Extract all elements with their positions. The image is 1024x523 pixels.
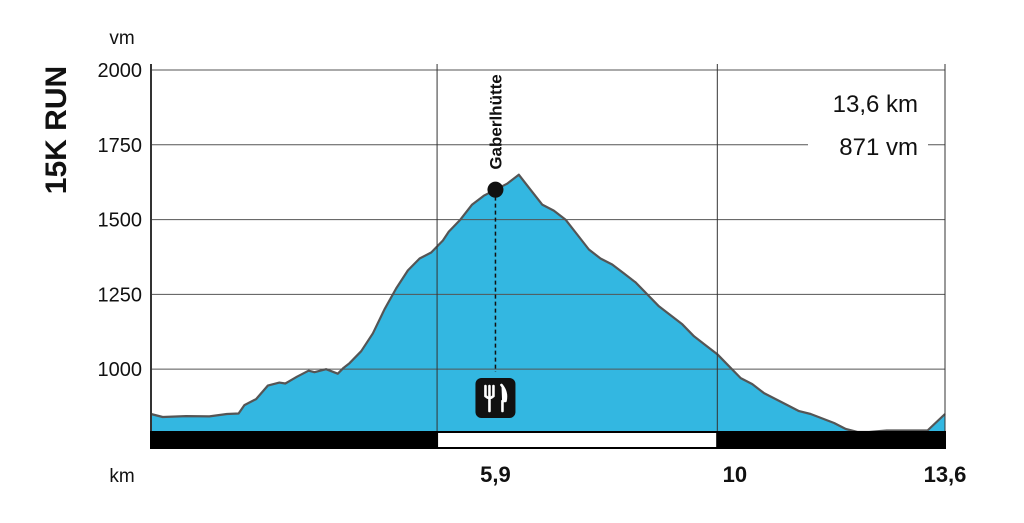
poi-marker[interactable] <box>487 181 504 198</box>
elevation-gain-stat: 871 vm <box>839 134 918 161</box>
y-tick-label: 1750 <box>98 135 143 157</box>
tick-layer: 1000 1250 1500 1750 2000 5,9 10 13,6 <box>98 60 967 487</box>
distance-stat: 13,6 km <box>833 91 918 118</box>
y-tick-label: 1000 <box>98 359 143 381</box>
elevation-line <box>150 173 946 434</box>
distance-stat-bg <box>808 88 928 120</box>
segment-bar <box>150 431 947 449</box>
y-tick-label: 1250 <box>98 284 143 306</box>
x-tick-label: 13,6 <box>924 462 967 487</box>
x-tick-label: 5,9 <box>480 462 511 487</box>
chart-title: 15K RUN <box>40 66 73 194</box>
route-segment <box>436 431 719 449</box>
restaurant-icon[interactable] <box>475 378 516 418</box>
x-axis-unit-label: km <box>109 466 134 487</box>
y-tick-label: 2000 <box>98 60 143 82</box>
x-tick-label: 10 <box>723 462 747 487</box>
grid-layer <box>150 64 946 432</box>
poi-label: Gaberlhütte <box>486 74 505 169</box>
y-axis-unit-label: vm <box>109 28 134 49</box>
y-tick-label: 1500 <box>98 210 143 232</box>
elevation-area <box>151 174 945 432</box>
area-layer <box>150 173 946 434</box>
elevation-stat-bg <box>808 131 928 163</box>
route-segment <box>150 431 439 449</box>
poi-layer: Gaberlhütte <box>475 74 516 418</box>
route-segment <box>716 431 947 449</box>
